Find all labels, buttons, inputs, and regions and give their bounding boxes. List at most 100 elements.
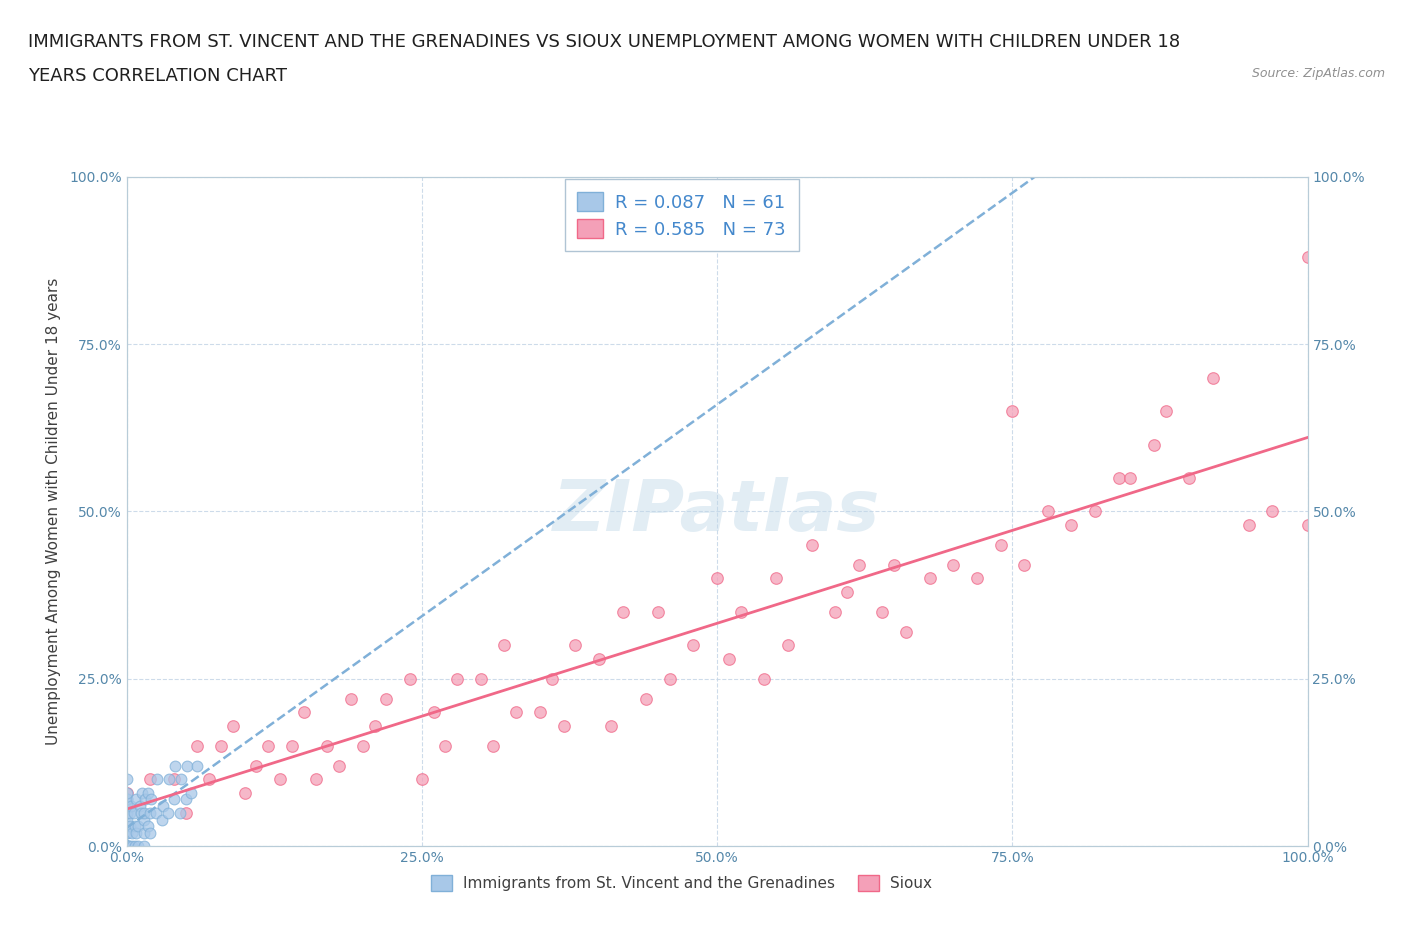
Point <box>176 759 198 774</box>
Text: YEARS CORRELATION CHART: YEARS CORRELATION CHART <box>28 67 287 85</box>
Point <box>1143 437 1166 452</box>
Point <box>115 839 138 854</box>
Point <box>599 718 621 733</box>
Point <box>1036 504 1059 519</box>
Point <box>1261 504 1284 519</box>
Point <box>115 805 138 820</box>
Point <box>222 718 245 733</box>
Point <box>894 625 917 640</box>
Point <box>872 604 894 619</box>
Point <box>134 805 156 820</box>
Point <box>434 738 457 753</box>
Point <box>730 604 752 619</box>
Point <box>446 671 468 686</box>
Point <box>553 718 575 733</box>
Point <box>115 839 138 854</box>
Point <box>115 826 138 841</box>
Point <box>115 839 138 854</box>
Point <box>136 818 159 833</box>
Point <box>505 705 527 720</box>
Point <box>612 604 634 619</box>
Point <box>1202 370 1225 385</box>
Point <box>174 805 197 820</box>
Point <box>411 772 433 787</box>
Point <box>120 805 142 820</box>
Point <box>245 759 267 774</box>
Point <box>1119 471 1142 485</box>
Point <box>120 818 142 833</box>
Point <box>1084 504 1107 519</box>
Point <box>209 738 232 753</box>
Point <box>529 705 551 720</box>
Point <box>115 839 138 854</box>
Point <box>257 738 280 753</box>
Point <box>304 772 326 787</box>
Point <box>990 538 1012 552</box>
Point <box>115 799 138 814</box>
Point <box>134 792 156 807</box>
Point <box>658 671 681 686</box>
Point <box>118 839 141 854</box>
Point <box>127 839 149 854</box>
Point <box>942 558 965 573</box>
Point <box>127 818 149 833</box>
Point <box>115 839 138 854</box>
Point <box>835 584 858 599</box>
Point <box>1012 558 1035 573</box>
Point <box>800 538 823 552</box>
Point <box>174 792 197 807</box>
Point <box>1001 404 1024 418</box>
Point <box>139 772 162 787</box>
Point <box>124 839 146 854</box>
Point <box>848 558 870 573</box>
Point <box>1154 404 1177 418</box>
Point <box>115 839 138 854</box>
Point <box>115 818 138 833</box>
Point <box>139 826 162 841</box>
Point <box>765 571 787 586</box>
Point <box>115 785 138 800</box>
Point <box>115 839 138 854</box>
Point <box>647 604 669 619</box>
Point <box>134 839 156 854</box>
Y-axis label: Unemployment Among Women with Children Under 18 years: Unemployment Among Women with Children U… <box>46 278 60 745</box>
Point <box>115 785 138 800</box>
Point <box>121 839 143 854</box>
Point <box>180 785 202 800</box>
Text: Source: ZipAtlas.com: Source: ZipAtlas.com <box>1251 67 1385 80</box>
Point <box>399 671 422 686</box>
Point <box>754 671 776 686</box>
Point <box>233 785 256 800</box>
Text: IMMIGRANTS FROM ST. VINCENT AND THE GRENADINES VS SIOUX UNEMPLOYMENT AMONG WOMEN: IMMIGRANTS FROM ST. VINCENT AND THE GREN… <box>28 33 1180 50</box>
Legend: Immigrants from St. Vincent and the Grenadines, Sioux: Immigrants from St. Vincent and the Gren… <box>423 868 939 899</box>
Point <box>129 805 152 820</box>
Point <box>157 772 180 787</box>
Point <box>481 738 503 753</box>
Point <box>636 692 658 707</box>
Point <box>115 772 138 787</box>
Point <box>340 692 363 707</box>
Point <box>163 792 186 807</box>
Point <box>134 826 156 841</box>
Point <box>128 799 150 814</box>
Point <box>125 826 148 841</box>
Point <box>152 799 174 814</box>
Point <box>1178 471 1201 485</box>
Point <box>125 792 148 807</box>
Point <box>163 759 186 774</box>
Point <box>352 738 374 753</box>
Point <box>363 718 385 733</box>
Point <box>564 638 586 653</box>
Point <box>122 805 145 820</box>
Point <box>124 818 146 833</box>
Point <box>824 604 846 619</box>
Point <box>115 799 138 814</box>
Point <box>115 826 138 841</box>
Point <box>717 651 740 666</box>
Point <box>134 812 156 827</box>
Point <box>470 671 492 686</box>
Point <box>706 571 728 586</box>
Point <box>328 759 350 774</box>
Point <box>115 792 138 807</box>
Point <box>115 812 138 827</box>
